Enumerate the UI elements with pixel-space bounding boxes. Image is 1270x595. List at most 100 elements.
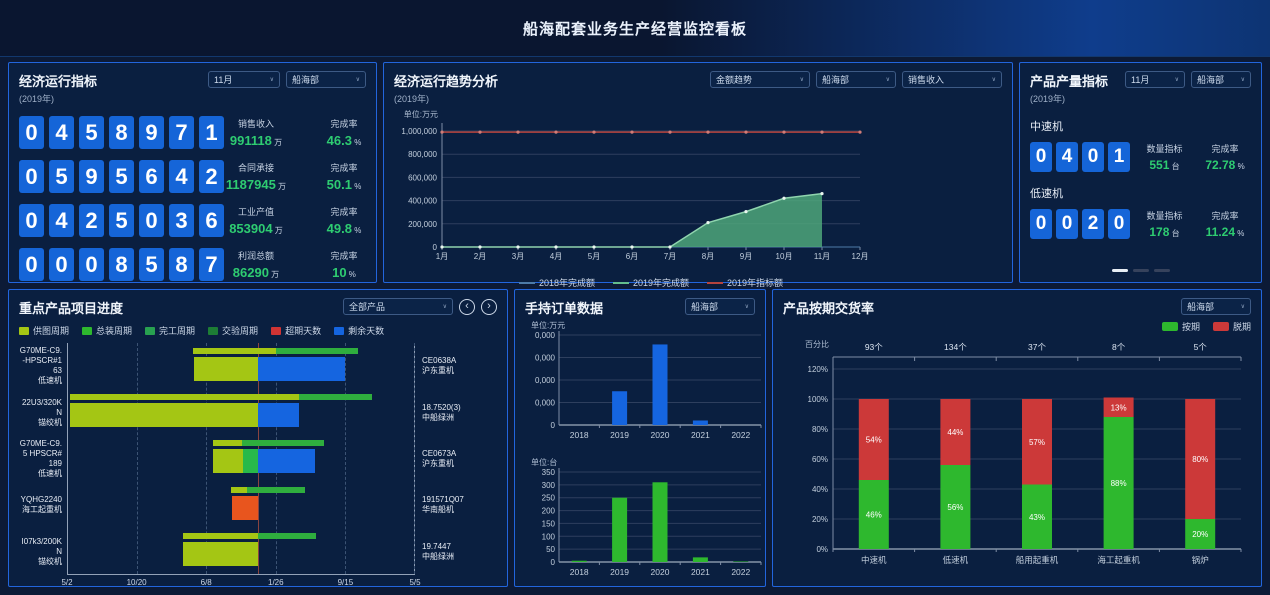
metric: 完成率 11.24 % <box>1199 209 1251 239</box>
gantt-right-labels: CE0638A 沪东重机 18.7520(3) 中船绿洲 CE0673A 沪东重机 1915… <box>415 343 497 575</box>
dept-filter-select[interactable]: 船海部 ∨ <box>1191 71 1251 88</box>
metric-label: 利润总额 <box>237 251 274 261</box>
metric-value: 551 台 <box>1149 158 1180 172</box>
product-type-label: 中速机 <box>1030 121 1063 133</box>
svg-text:80%: 80% <box>1192 455 1208 464</box>
trend-legend: 2018年完成额 2019年完成额 2019年指标额 <box>442 276 860 289</box>
digit-box: 9 <box>139 116 164 149</box>
legend-item: 脱期 <box>1212 320 1251 333</box>
indicator-row: 0 5 9 5 6 4 2 合同承接 1187945 万完成率 50.1 % <box>19 160 366 193</box>
indicator-row: 0 4 5 8 9 7 1 销售收入 991118 万 完成率 46.3 % <box>19 116 366 149</box>
select-value: 全部产品 <box>349 302 386 312</box>
legend-swatch <box>271 326 282 335</box>
legend-swatch <box>82 326 93 335</box>
digit-box: 2 <box>79 204 104 237</box>
on-time-bar-segment <box>940 465 971 549</box>
svg-text:93个: 93个 <box>865 342 883 352</box>
prev-button[interactable]: ‹ <box>459 298 475 315</box>
digit-box: 0 <box>19 160 44 193</box>
exec-bar-segment <box>257 449 316 474</box>
digit-box: 0 <box>19 116 44 149</box>
bar <box>571 560 587 562</box>
chevron-down-icon: ∨ <box>355 77 360 83</box>
gantt-row-label: YQHG2240 海工起重机 <box>20 495 62 515</box>
next-button[interactable]: › <box>481 298 497 315</box>
digit-box: 0 <box>49 248 74 281</box>
month-filter-select[interactable]: 11月 ∨ <box>208 71 280 88</box>
metric-value: 178 台 <box>1149 225 1180 239</box>
svg-text:37个: 37个 <box>1028 342 1046 352</box>
digit-box: 0 <box>139 204 164 237</box>
svg-text:7月: 7月 <box>664 252 676 261</box>
digit-box: 4 <box>49 116 74 149</box>
dept-filter-select[interactable]: 船海部 ∨ <box>1181 298 1251 315</box>
chevron-down-icon: ∨ <box>1240 77 1245 83</box>
svg-text:0,000: 0,000 <box>535 376 556 385</box>
svg-text:9月: 9月 <box>740 252 752 261</box>
legend-item: 2019年完成额 <box>612 276 689 289</box>
on-time-bar-segment <box>1022 484 1052 549</box>
exec-bar-segment <box>212 449 244 474</box>
gantt-legend: 供图周期 总装周期 完工周期 交验周期 超期天数 剩余天数 <box>19 324 497 337</box>
svg-text:12月: 12月 <box>852 252 869 261</box>
svg-text:88%: 88% <box>1111 479 1127 488</box>
pager-dot[interactable] <box>1111 269 1128 272</box>
legend-item: 总装周期 <box>82 324 132 337</box>
pager-dot[interactable] <box>1132 269 1149 272</box>
gantt-row-right-label: CE0673A 沪东重机 <box>422 449 457 469</box>
digit-box: 6 <box>199 204 224 237</box>
plan-bar-segment <box>212 440 243 447</box>
legend-item: 剩余天数 <box>334 324 384 337</box>
exec-bar-segment <box>69 403 258 428</box>
product-filter-select[interactable]: 全部产品 ∨ <box>343 298 453 315</box>
legend-item: 供图周期 <box>19 324 69 337</box>
metric-label: 完成率 <box>330 163 358 173</box>
digit-box: 7 <box>169 116 194 149</box>
trend-type-select[interactable]: 金额趋势 ∨ <box>710 71 810 88</box>
select-value: 船海部 <box>1187 302 1215 312</box>
svg-text:0: 0 <box>551 421 556 430</box>
digit-box: 4 <box>49 204 74 237</box>
digit-box: 5 <box>139 248 164 281</box>
select-value: 金额趋势 <box>716 75 753 85</box>
metric-value: 991118 万 <box>229 133 283 148</box>
dept-filter-select[interactable]: 船海部 ∨ <box>685 298 755 315</box>
legend-item: 2019年指标额 <box>707 276 783 289</box>
digit-box: 3 <box>169 204 194 237</box>
chevron-down-icon: ∨ <box>442 304 447 310</box>
panel-title: 手持订单数据 <box>525 301 604 316</box>
plan-bar-segment <box>246 486 305 493</box>
digit-box: 1 <box>199 116 224 149</box>
on-time-bar-segment <box>1103 417 1134 549</box>
delayed-bar-segment <box>1103 397 1134 417</box>
digit-box: 8 <box>109 248 134 281</box>
legend-swatch <box>518 281 535 284</box>
on-time-bar-segment <box>858 480 889 549</box>
metric: 利润总额 86290 万 <box>224 249 288 280</box>
month-filter-select[interactable]: 11月 ∨ <box>1125 71 1185 88</box>
dept-filter-select[interactable]: 船海部 ∨ <box>816 71 896 88</box>
on-time-bar-segment <box>1185 519 1216 549</box>
gantt-row-right-label: 19.7447 中船绿洲 <box>422 541 454 561</box>
delayed-bar-segment <box>858 399 889 480</box>
metric-select[interactable]: 销售收入 ∨ <box>902 71 1002 88</box>
exec-bar-segment <box>243 449 258 474</box>
metric-value: 49.8 % <box>326 221 362 236</box>
panel-subtitle: (2019年) <box>19 94 55 104</box>
metric: 完成率 10 % <box>312 249 376 280</box>
metric: 工业产值 853904 万 <box>224 205 288 236</box>
gantt-row-label: 22U3/320KN 锚绞机 <box>21 397 62 427</box>
gantt-row <box>68 348 414 388</box>
digit-box: 5 <box>49 160 74 193</box>
dept-filter-select[interactable]: 船海部 ∨ <box>286 71 366 88</box>
metric-label: 完成率 <box>330 251 358 261</box>
svg-text:300: 300 <box>542 481 556 490</box>
gantt-row-right-label: 191571Q07 华南船机 <box>422 495 464 515</box>
delayed-bar-segment <box>1022 399 1052 485</box>
pager-dot[interactable] <box>1153 269 1170 272</box>
svg-text:400,000: 400,000 <box>408 197 437 206</box>
svg-text:3月: 3月 <box>512 252 524 261</box>
plan-bar-segment <box>242 440 324 447</box>
